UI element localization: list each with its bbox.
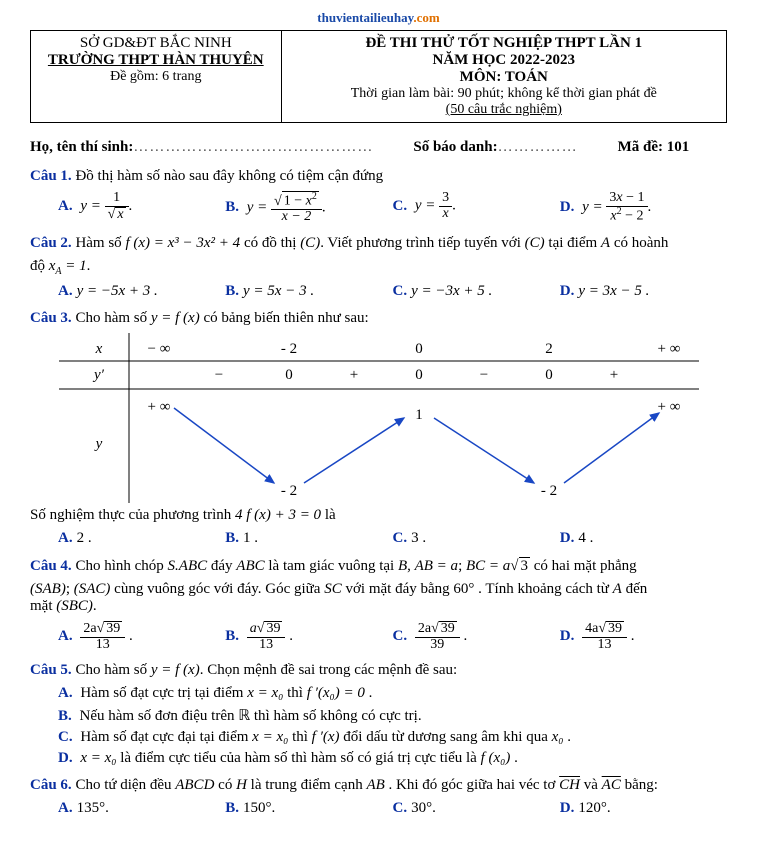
- question-5: Câu 5. Cho hàm số y = f (x). Chọn mệnh đ…: [30, 662, 727, 679]
- question-6: Câu 6. Cho tứ diện đều ABCD có H là trun…: [30, 777, 727, 794]
- q6-c: C.30°.: [393, 800, 560, 817]
- name-dots: ………………………………………: [133, 139, 373, 156]
- q1-d: D. y = 3x − 1x2 − 2.: [560, 191, 727, 225]
- svg-text:+: +: [349, 367, 357, 383]
- q4-b: B. a3913 .: [225, 621, 392, 652]
- candidate-info: Họ, tên thí sinh: ……………………………………… Số báo…: [30, 139, 727, 156]
- school: TRƯỜNG THPT HÀN THUYÊN: [39, 52, 273, 69]
- q2-line2: độ xA = 1.: [30, 258, 727, 277]
- q4-a: A. 2a3913 .: [58, 621, 225, 652]
- svg-text:1: 1: [415, 407, 423, 423]
- svg-text:x: x: [94, 341, 102, 357]
- question-2: Câu 2. Hàm số f (x) = x³ − 3x² + 4 có đồ…: [30, 235, 727, 252]
- svg-text:y′: y′: [92, 367, 105, 383]
- svg-text:+ ∞: + ∞: [147, 399, 170, 415]
- q5-a: A. Hàm số đạt cực trị tại điểm x = x₀ th…: [58, 685, 727, 702]
- q6-d: D.120°.: [560, 800, 727, 817]
- header-right: ĐỀ THI THỬ TỐT NGHIỆP THPT LẦN 1 NĂM HỌC…: [281, 31, 726, 123]
- q1-text: Đồ thị hàm số nào sau đây không có tiệm …: [72, 168, 383, 184]
- svg-text:- 2: - 2: [540, 483, 556, 499]
- id-dots: ……………: [498, 139, 578, 156]
- q6-label: Câu 6.: [30, 777, 72, 793]
- q4-choices: A. 2a3913 . B. a3913 . C. 2a3939 . D. 4a…: [30, 621, 727, 652]
- code-label: Mã đề: 101: [618, 139, 690, 156]
- svg-text:+: +: [609, 367, 617, 383]
- q2-choices: A.y = −5x + 3 . B.y = 5x − 3 . C.y = −3x…: [30, 283, 727, 300]
- q4-label: Câu 4.: [30, 558, 72, 574]
- svg-text:− ∞: − ∞: [147, 341, 170, 357]
- q2-a: A.y = −5x + 3 .: [58, 283, 225, 300]
- q4-line3: mặt (SBC).: [30, 598, 727, 615]
- q4-c: C. 2a3939 .: [393, 621, 560, 652]
- q6-b: B.150°.: [225, 800, 392, 817]
- q3-b: B.1 .: [225, 530, 392, 547]
- q4-d: D. 4a3913 .: [560, 621, 727, 652]
- q6-a: A.135°.: [58, 800, 225, 817]
- q1-c: C. y = 3x.: [393, 191, 560, 225]
- svg-text:0: 0: [545, 367, 553, 383]
- q2-d: D.y = 3x − 5 .: [560, 283, 727, 300]
- q6-choices: A.135°. B.150°. C.30°. D.120°.: [30, 800, 727, 817]
- question-1: Câu 1. Đồ thị hàm số nào sau đây không c…: [30, 168, 727, 185]
- q2-c: C.y = −3x + 5 .: [393, 283, 560, 300]
- variation-table: x y′ y − ∞ - 2 0 2 + ∞ − 0 + 0 − 0 + + ∞…: [59, 333, 699, 503]
- q3-a: A.2 .: [58, 530, 225, 547]
- q1-b: B. y = 1 − x2x − 2.: [225, 191, 392, 225]
- header-left: SỞ GD&ĐT BẮC NINH TRƯỜNG THPT HÀN THUYÊN…: [31, 31, 282, 123]
- q4-line2: (SAB); (SAC) cùng vuông góc với đáy. Góc…: [30, 581, 727, 598]
- q1-choices: A. y = 1x. B. y = 1 − x2x − 2. C. y = 3x…: [30, 191, 727, 225]
- count: (50 câu trắc nghiệm): [290, 102, 718, 118]
- svg-text:0: 0: [285, 367, 293, 383]
- q3-choices: A.2 . B.1 . C.3 . D.4 .: [30, 530, 727, 547]
- question-4: Câu 4. Cho hình chóp S.ABC đáy ABC là ta…: [30, 557, 727, 575]
- svg-text:+ ∞: + ∞: [657, 399, 680, 415]
- svg-text:0: 0: [415, 341, 423, 357]
- q3-c: C.3 .: [393, 530, 560, 547]
- q5-b: B. Nếu hàm số đơn điệu trên ℝ thì hàm số…: [58, 706, 727, 725]
- question-3: Câu 3. Cho hàm số y = f (x) có bảng biến…: [30, 310, 727, 327]
- q2-label: Câu 2.: [30, 235, 72, 251]
- q3-label: Câu 3.: [30, 310, 72, 326]
- svg-text:y: y: [93, 436, 102, 452]
- time: Thời gian làm bài: 90 phút; không kể thờ…: [290, 86, 718, 102]
- name-label: Họ, tên thí sinh:: [30, 139, 133, 156]
- svg-text:- 2: - 2: [280, 483, 296, 499]
- exam-title: ĐỀ THI THỬ TỐT NGHIỆP THPT LẦN 1: [290, 35, 718, 52]
- q3-d: D.4 .: [560, 530, 727, 547]
- q3-post: Số nghiệm thực của phương trình 4 f (x) …: [30, 507, 727, 524]
- q2-b: B.y = 5x − 3 .: [225, 283, 392, 300]
- subject: MÔN: TOÁN: [290, 69, 718, 86]
- id-label: Số báo danh:: [413, 139, 497, 156]
- svg-text:- 2: - 2: [280, 341, 296, 357]
- svg-text:−: −: [214, 367, 222, 383]
- year: NĂM HỌC 2022-2023: [290, 52, 718, 69]
- header-table: SỞ GD&ĐT BẮC NINH TRƯỜNG THPT HÀN THUYÊN…: [30, 30, 727, 123]
- pages: Đề gồm: 6 trang: [39, 69, 273, 85]
- watermark: thuvientailieuhay.com: [30, 10, 727, 26]
- q5-c: C. Hàm số đạt cực đại tại điểm x = x₀ th…: [58, 729, 727, 746]
- svg-text:2: 2: [545, 341, 553, 357]
- q1-a: A. y = 1x.: [58, 191, 225, 225]
- watermark-left: thuvientailieuhay: [317, 10, 413, 25]
- q5-label: Câu 5.: [30, 662, 72, 678]
- dept: SỞ GD&ĐT BẮC NINH: [39, 35, 273, 52]
- watermark-right: .com: [413, 10, 439, 25]
- svg-text:0: 0: [415, 367, 423, 383]
- svg-text:+ ∞: + ∞: [657, 341, 680, 357]
- q1-label: Câu 1.: [30, 168, 72, 184]
- svg-text:−: −: [479, 367, 487, 383]
- q5-d: D. x = x₀ là điểm cực tiểu của hàm số th…: [58, 750, 727, 767]
